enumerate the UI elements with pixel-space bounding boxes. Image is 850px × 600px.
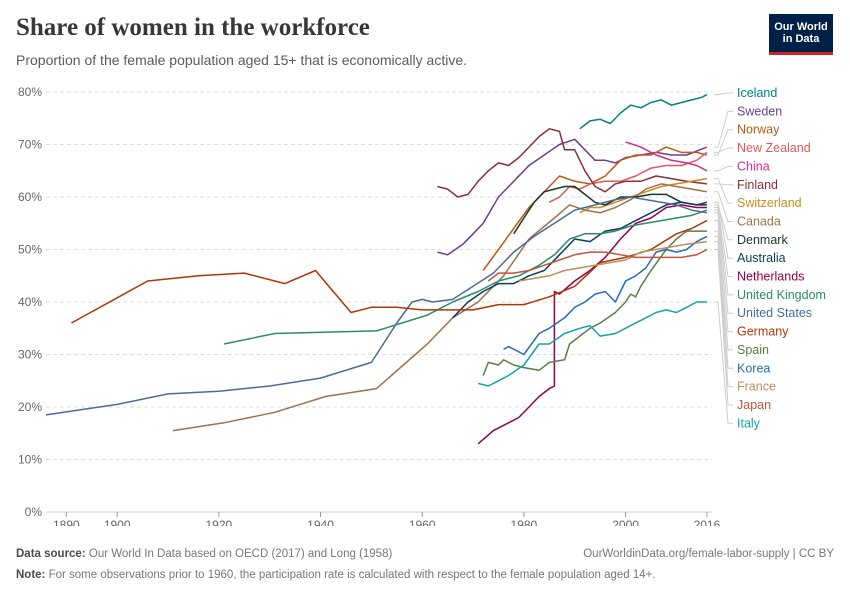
logo-line2: in Data bbox=[782, 33, 820, 45]
x-tick-label: 2016 bbox=[694, 518, 721, 526]
series-label: New Zealand bbox=[737, 141, 811, 155]
series-label: France bbox=[737, 380, 776, 394]
label-connector bbox=[714, 110, 733, 148]
y-tick-label: 80% bbox=[18, 85, 42, 99]
x-tick-label: 2000 bbox=[612, 518, 639, 526]
series-line bbox=[487, 248, 708, 282]
label-connector bbox=[714, 241, 733, 388]
series-line bbox=[223, 209, 708, 345]
label-connector bbox=[714, 183, 733, 186]
series-line bbox=[518, 240, 707, 282]
series-line bbox=[45, 196, 708, 416]
series-label: Sweden bbox=[737, 104, 782, 118]
chart-subtitle: Proportion of the female population aged… bbox=[16, 52, 468, 68]
line-chart: 0% 10% 20% 30% 40% 50% 60% 70% 80% 1890 1900 1920 19… bbox=[18, 85, 826, 526]
y-tick-label: 0% bbox=[25, 505, 43, 519]
label-connector bbox=[714, 235, 733, 369]
series-line bbox=[579, 93, 708, 130]
y-tick-label: 10% bbox=[18, 453, 42, 467]
label-connector bbox=[714, 220, 733, 333]
x-tick-label: 1920 bbox=[206, 518, 233, 526]
series-line bbox=[548, 151, 708, 203]
series-label: Japan bbox=[737, 398, 771, 412]
series-label: Spain bbox=[737, 343, 769, 357]
label-connector bbox=[714, 249, 733, 406]
series-line bbox=[437, 128, 707, 198]
data-source: Data source: Our World In Data based on … bbox=[16, 548, 392, 560]
chart-note: Note: For some observations prior to 196… bbox=[16, 569, 656, 581]
x-tick-label: 1940 bbox=[307, 518, 334, 526]
label-connector bbox=[714, 92, 733, 96]
series-label: Netherlands bbox=[737, 270, 804, 284]
y-tick-label: 30% bbox=[18, 348, 42, 362]
source-url[interactable]: OurWorldinData.org/female-labor-supply |… bbox=[583, 548, 834, 560]
label-connector bbox=[714, 230, 733, 351]
y-tick-label: 20% bbox=[18, 400, 42, 414]
series-label: Norway bbox=[737, 123, 780, 137]
y-tick-label: 50% bbox=[18, 243, 42, 257]
series-label: United States bbox=[737, 306, 812, 320]
label-connector bbox=[714, 207, 733, 277]
series-label: Denmark bbox=[737, 233, 788, 247]
x-tick-label: 1980 bbox=[511, 518, 538, 526]
label-connector bbox=[714, 178, 733, 204]
series-label: Switzerland bbox=[737, 196, 802, 210]
y-tick-label: 60% bbox=[18, 190, 42, 204]
series-label: Canada bbox=[737, 214, 781, 228]
source-label: Data source: bbox=[16, 548, 86, 560]
label-connector bbox=[714, 165, 733, 172]
series-line bbox=[625, 141, 708, 172]
series-line bbox=[437, 138, 708, 256]
note-label: Note: bbox=[16, 569, 46, 581]
y-tick-label: 70% bbox=[18, 138, 42, 152]
series-line bbox=[71, 219, 708, 324]
label-connector bbox=[714, 201, 733, 259]
x-tick-label: 1890 bbox=[53, 518, 80, 526]
logo-line1: Our World bbox=[774, 21, 828, 33]
label-connector bbox=[714, 204, 733, 241]
label-connector bbox=[714, 191, 733, 222]
source-text: Our World In Data based on OECD (2017) a… bbox=[88, 548, 393, 560]
series-line bbox=[482, 230, 707, 376]
label-connector bbox=[714, 212, 733, 314]
note-text: For some observations prior to 1960, the… bbox=[48, 569, 656, 581]
series-line bbox=[482, 146, 708, 271]
series-line bbox=[477, 204, 707, 445]
label-connector bbox=[714, 209, 733, 296]
series-label: Iceland bbox=[737, 86, 777, 100]
series-line bbox=[452, 201, 708, 319]
series-label: Australia bbox=[737, 251, 786, 265]
series-label: Italy bbox=[737, 416, 761, 430]
label-connector bbox=[714, 147, 733, 153]
series-line bbox=[503, 235, 708, 356]
series-label: China bbox=[737, 159, 770, 173]
x-tick-label: 1960 bbox=[409, 518, 436, 526]
label-connector bbox=[714, 301, 733, 424]
chart-title: Share of women in the workforce bbox=[16, 14, 370, 41]
x-tick-label: 1900 bbox=[104, 518, 131, 526]
y-tick-label: 40% bbox=[18, 295, 42, 309]
series-label: Korea bbox=[737, 361, 770, 375]
series-label: United Kingdom bbox=[737, 288, 826, 302]
owid-logo[interactable]: Our World in Data bbox=[769, 14, 833, 55]
series-line bbox=[172, 183, 708, 432]
label-connector bbox=[714, 129, 733, 156]
series-label: Finland bbox=[737, 178, 778, 192]
series-line bbox=[513, 185, 707, 235]
series-line bbox=[477, 301, 707, 387]
series-label: Germany bbox=[737, 325, 789, 339]
